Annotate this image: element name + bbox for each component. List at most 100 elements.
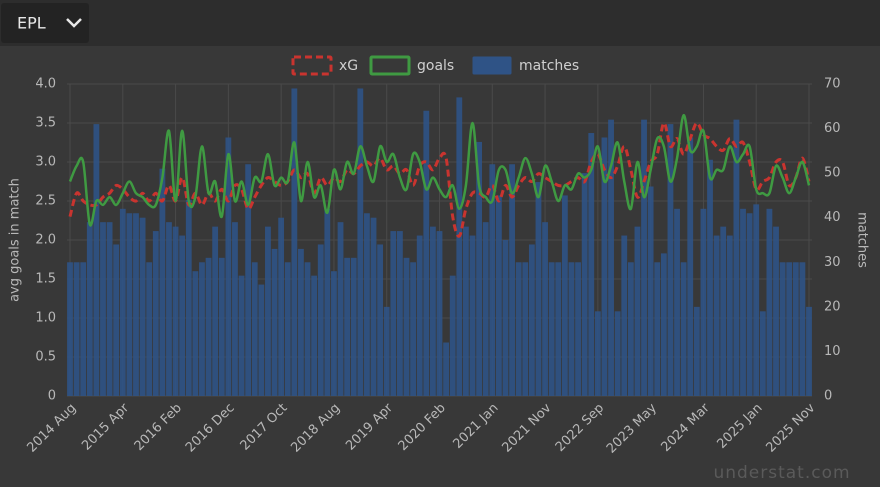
y2-tick-label: 50 [824, 166, 841, 181]
bar [271, 248, 278, 396]
y-tick-label: 0 [48, 389, 56, 404]
bar [502, 240, 509, 396]
bar [515, 262, 522, 396]
bar [146, 262, 153, 396]
bar [113, 244, 120, 396]
bar [469, 235, 476, 396]
bar [73, 262, 80, 396]
bar [324, 208, 331, 396]
bar [159, 168, 166, 396]
bar [561, 195, 568, 396]
bar [436, 231, 443, 396]
bar [674, 208, 680, 396]
bar [443, 342, 449, 396]
bar [773, 226, 779, 396]
legend-swatch [472, 56, 512, 75]
bar [311, 275, 318, 396]
y2-tick-label: 40 [824, 210, 841, 225]
bar [126, 213, 133, 396]
y-tick-label: 4.0 [35, 77, 56, 92]
bar [634, 226, 641, 396]
legend-swatch [291, 55, 333, 76]
watermark: understat.com [713, 463, 850, 483]
bar [218, 257, 225, 396]
bar [337, 222, 344, 396]
bar [331, 271, 337, 396]
bar [245, 164, 252, 396]
bar [383, 306, 390, 396]
bar [693, 306, 700, 396]
bar [509, 164, 515, 396]
bar [740, 208, 746, 396]
bar [100, 222, 106, 396]
bar [265, 226, 271, 396]
y2-tick-label: 70 [824, 77, 841, 92]
legend-swatch [369, 55, 411, 76]
bar [535, 182, 542, 396]
bar [317, 244, 324, 396]
bar [278, 217, 285, 396]
line [68, 113, 811, 227]
bar [726, 235, 733, 396]
bar [489, 164, 496, 396]
bar [568, 262, 575, 396]
bar [152, 231, 159, 396]
bar [199, 262, 205, 396]
bar [344, 257, 351, 396]
bar [390, 231, 397, 396]
dropdown-label[interactable]: EPL [17, 14, 46, 33]
bar [212, 226, 219, 396]
y-tick-label: 3.0 [35, 155, 56, 170]
bar [291, 88, 298, 396]
bar [766, 208, 773, 396]
bar [700, 208, 707, 396]
dropdown[interactable]: EPL [1, 3, 89, 43]
bar [779, 262, 786, 396]
bar [139, 217, 146, 396]
bar [647, 186, 654, 396]
bar [449, 275, 456, 396]
bar [522, 262, 529, 396]
y2-tick-label: 60 [824, 121, 841, 136]
y-tick-label: 1.5 [35, 272, 56, 287]
bar [641, 119, 647, 397]
bar [251, 262, 258, 396]
bar [654, 262, 661, 396]
bar [298, 248, 304, 396]
bar [364, 213, 370, 396]
bar [786, 262, 793, 396]
bar [185, 199, 192, 396]
y2-tick-label: 10 [824, 344, 841, 359]
bar [462, 226, 469, 396]
bar [608, 119, 614, 397]
bar [614, 311, 621, 396]
bar [548, 262, 555, 396]
bar [284, 262, 291, 396]
bar [759, 311, 766, 396]
bar [377, 244, 384, 396]
bar [172, 226, 179, 396]
bar [192, 271, 199, 396]
y-tick-label: 2.5 [35, 194, 56, 209]
bar [495, 195, 502, 396]
bar [106, 222, 113, 396]
bar [753, 204, 760, 396]
legend-label: matches [519, 58, 579, 74]
bar [397, 231, 403, 396]
bar [476, 141, 482, 396]
bar [357, 88, 364, 396]
bar [581, 173, 588, 396]
legend-label: goals [417, 58, 454, 74]
bar [232, 222, 238, 396]
dropdown-chevron[interactable] [66, 18, 82, 28]
bar [542, 222, 548, 396]
bar [67, 262, 73, 396]
y-axis-title: avg goals in match [8, 178, 23, 302]
y2-axis-title: matches [855, 212, 870, 268]
dropdown-box[interactable] [1, 3, 89, 43]
bar [621, 235, 628, 396]
bar [410, 262, 417, 396]
bar [93, 124, 100, 396]
bar [456, 97, 463, 396]
